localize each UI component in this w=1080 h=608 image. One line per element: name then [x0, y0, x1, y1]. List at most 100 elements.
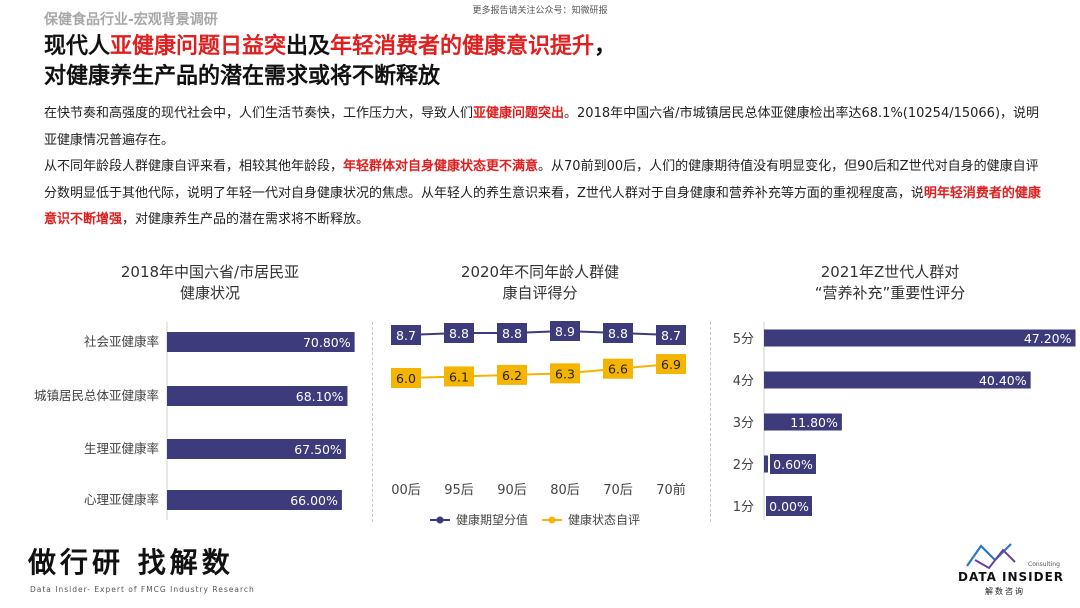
- data-point: [656, 354, 686, 375]
- data-label: 66.00%: [290, 493, 338, 508]
- bar: [167, 386, 348, 406]
- highlight-text: 年轻群体对自身健康状态更不满意: [343, 159, 539, 174]
- category-label: 3分: [733, 416, 754, 431]
- data-label: 6.3: [555, 366, 575, 381]
- data-label: 8.7: [396, 328, 416, 343]
- data-point: [550, 321, 580, 341]
- x-tick-label: 95后: [444, 483, 474, 498]
- category-label: 城镇居民总体亚健康率: [34, 388, 159, 403]
- text: ，对健康养生产品的潜在需求将不断释放。: [122, 212, 370, 227]
- x-tick-label: 70前: [656, 482, 686, 498]
- data-label: 47.20%: [1024, 331, 1072, 346]
- data-label-box: [766, 496, 812, 516]
- category-label: 生理亚健康率: [84, 441, 159, 456]
- data-label: 67.50%: [294, 442, 342, 457]
- chart-1-title: 2018年中国六省/市居民亚 健康状况: [60, 262, 360, 304]
- top-note: 更多报告请关注公众号：知微研报: [472, 6, 608, 16]
- data-point: [391, 368, 421, 388]
- data-point: [656, 325, 686, 345]
- data-insider-logo-icon: [966, 543, 1016, 570]
- chart-title-line: “营养补充”重要性评分: [814, 284, 966, 302]
- data-point: [603, 323, 633, 343]
- chart-2-title: 2020年不同年龄人群健 康自评得分: [390, 262, 690, 304]
- text: 在快节奏和高强度的现代社会中，人们生活节奏快，工作压力大，导致人们: [44, 106, 474, 121]
- data-label: 8.9: [555, 324, 575, 339]
- data-point: [497, 364, 527, 385]
- data-label: 0.60%: [773, 457, 813, 472]
- bar: [764, 329, 1076, 347]
- data-label: 6.9: [661, 357, 681, 372]
- data-label: 8.7: [661, 328, 681, 343]
- bar: [764, 371, 1031, 389]
- category-label: 5分: [733, 332, 754, 347]
- bar: [764, 455, 768, 473]
- legend-label: 健康状态自评: [568, 512, 640, 527]
- chart-title-line: 健康状况: [179, 284, 240, 302]
- data-label: 11.80%: [790, 415, 838, 430]
- brand-tagline: Data Insider- Expert of FMCG Industry Re…: [30, 585, 255, 594]
- bar: [167, 332, 355, 352]
- data-point: [391, 325, 421, 345]
- data-label: 6.1: [449, 369, 469, 384]
- chart-title-line: 2018年中国六省/市居民亚: [120, 263, 300, 281]
- text: 从不同年龄段人群健康自评来看，相较其他年龄段，: [44, 159, 344, 174]
- title-text: 现代人: [44, 34, 111, 59]
- category-label: 社会亚健康率: [84, 334, 159, 349]
- text: 。从70前到00后，人们的健康期待值没有明显变化，但90后和Z世代对自身的健康自…: [44, 159, 1039, 201]
- title-line-1: 现代人亚健康问题日益突出及年轻消费者的健康意识提升，: [44, 32, 1044, 62]
- title-text: ，: [594, 34, 617, 59]
- logo-consulting: Consulting: [1028, 561, 1060, 568]
- title-highlight: 亚健康问题日益突: [110, 34, 287, 59]
- data-label: 0.00%: [769, 499, 809, 514]
- bar: [764, 413, 842, 431]
- chart-title-line: 康自评得分: [502, 284, 578, 302]
- title-highlight: 年轻消费者的健康意识提升: [330, 34, 595, 59]
- data-label: 40.40%: [979, 373, 1027, 388]
- data-point: [603, 358, 633, 379]
- data-point: [550, 363, 580, 384]
- chart-3-title: 2021年Z世代人群对 “营养补充”重要性评分: [740, 262, 1040, 304]
- data-label: 8.8: [502, 326, 522, 341]
- paragraph-1: 在快节奏和高强度的现代社会中，人们生活节奏快，工作压力大，导致人们亚健康问题突出…: [44, 101, 1044, 154]
- section-category: 保健食品行业-宏观背景调研: [44, 12, 218, 28]
- data-label: 68.10%: [296, 389, 344, 404]
- data-label: 70.80%: [303, 335, 351, 350]
- chart-divider: [710, 322, 711, 522]
- highlight-text: 明年轻消费者的健康意识不断增强: [44, 185, 1041, 228]
- data-label: 6.0: [396, 371, 416, 386]
- x-tick-label: 80后: [550, 483, 580, 498]
- data-label: 6.2: [502, 368, 522, 383]
- data-label: 8.8: [608, 326, 628, 341]
- paragraph-2: 从不同年龄段人群健康自评来看，相较其他年龄段，年轻群体对自身健康状态更不满意。从…: [44, 154, 1044, 234]
- brand-slogan: 做行研 找解数: [28, 546, 234, 579]
- highlight-text: 亚健康问题突出: [473, 106, 565, 121]
- category-label: 心理亚健康率: [84, 492, 159, 507]
- logo-subtext: 解数咨询: [985, 587, 1025, 596]
- logo-text: DATA INSIDER: [958, 570, 1065, 584]
- category-label: 2分: [733, 458, 754, 473]
- data-point: [444, 366, 474, 387]
- data-label: 6.6: [608, 362, 628, 377]
- bar: [167, 490, 342, 510]
- text: 。2018年中国六省/市城镇居民总体亚健康检出率达68.1%(10254/150…: [44, 106, 1040, 148]
- page-title: 现代人亚健康问题日益突出及年轻消费者的健康意识提升， 对健康养生产品的潜在需求或…: [44, 32, 1044, 92]
- chart-divider: [372, 322, 373, 522]
- data-point: [497, 323, 527, 343]
- data-label: 8.8: [449, 326, 469, 341]
- chart-title-line: 2021年Z世代人群对: [820, 263, 960, 281]
- data-label-box: [770, 454, 816, 474]
- data-point: [444, 323, 474, 343]
- legend-marker: [436, 516, 444, 524]
- title-line-2: 对健康养生产品的潜在需求或将不断释放: [44, 64, 441, 89]
- title-text: 出及: [286, 34, 331, 59]
- legend-label: 健康期望分值: [456, 512, 528, 527]
- chart-title-line: 2020年不同年龄人群健: [460, 263, 620, 281]
- body-text: 在快节奏和高强度的现代社会中，人们生活节奏快，工作压力大，导致人们亚健康问题突出…: [44, 101, 1044, 234]
- category-label: 1分: [733, 500, 754, 515]
- x-tick-label: 90后: [497, 483, 527, 498]
- category-label: 4分: [733, 374, 754, 389]
- x-tick-label: 70后: [603, 483, 633, 498]
- x-tick-label: 00后: [391, 483, 421, 498]
- bar: [167, 439, 346, 459]
